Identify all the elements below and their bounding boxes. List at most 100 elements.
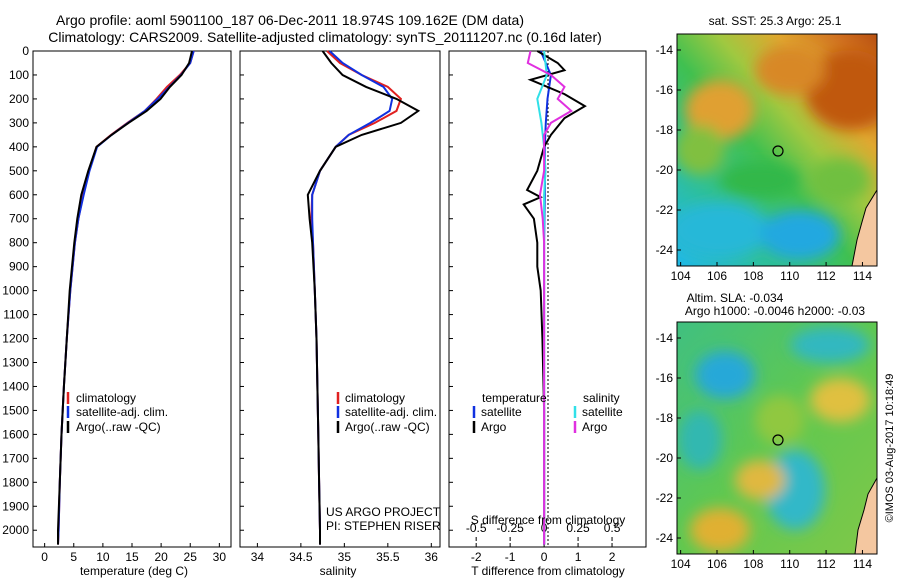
x-tick-label: 0.25 bbox=[566, 521, 590, 535]
depth-tick-label: 1400 bbox=[2, 379, 29, 393]
depth-axis: 0 100 200 300 400 500 600 700 800 900 1000 1100 1200… bbox=[2, 44, 453, 537]
sal-legend-satellite: satellite-adj. clim. bbox=[345, 405, 437, 419]
x-tick-label: 36 bbox=[425, 550, 439, 564]
map-y-tick-label: -20 bbox=[656, 163, 674, 177]
sal-note-pi: PI: STEPHEN RISER bbox=[326, 519, 441, 533]
sal-note-project: US ARGO PROJECT bbox=[326, 505, 441, 519]
sla-map: Altim. SLA: -0.034 Argo h1000: -0.0046 h… bbox=[656, 291, 878, 571]
depth-tick-label: 500 bbox=[9, 164, 29, 178]
diff-legend-title-temperature: temperature bbox=[482, 391, 547, 405]
sst-land bbox=[851, 189, 877, 266]
x-tick-label: -1 bbox=[505, 550, 516, 564]
sst-argo-marker bbox=[772, 145, 784, 157]
map-y-tick-label: -16 bbox=[656, 371, 674, 385]
diff-legend-temp-argo: Argo bbox=[481, 420, 507, 434]
sst-map-frame bbox=[676, 33, 878, 267]
diff-x-label-bottom: T difference from climatology bbox=[471, 564, 625, 578]
sla-map-frame bbox=[676, 321, 878, 555]
depth-tick-label: 600 bbox=[9, 188, 29, 202]
series-line-salinity-argo bbox=[526, 50, 573, 545]
sal-x-axis: 34 34.5 35 35.5 36 bbox=[251, 543, 439, 564]
x-tick-label: -2 bbox=[471, 550, 482, 564]
depth-tick-label: 1600 bbox=[2, 427, 29, 441]
depth-tick-label: 800 bbox=[9, 236, 29, 250]
series-line-satellite-adj-clim bbox=[311, 50, 394, 545]
sst-map: sat. SST: 25.3 Argo: 25.1 -14 -16 -18 -20 -2… bbox=[656, 14, 878, 283]
diff-x-axis-bottom: -2 -1 0 1 2 bbox=[471, 543, 616, 564]
x-tick-label: 0 bbox=[41, 550, 48, 564]
map-x-tick-label: 110 bbox=[780, 557, 799, 571]
map-y-tick-label: -22 bbox=[656, 203, 674, 217]
map-x-tick-label: 106 bbox=[707, 557, 727, 571]
sal-series bbox=[306, 50, 421, 545]
depth-tick-label: 1300 bbox=[2, 355, 29, 369]
sal-legend-argo: Argo(..raw -QC) bbox=[345, 420, 430, 434]
depth-tick-label: 1900 bbox=[2, 499, 29, 513]
x-tick-label: 15 bbox=[125, 550, 139, 564]
depth-tick-label: 700 bbox=[9, 212, 29, 226]
x-tick-label: 0 bbox=[541, 550, 548, 564]
map-x-tick-label: 114 bbox=[853, 269, 872, 283]
map-y-tick-label: -18 bbox=[656, 123, 674, 137]
sst-map-axes: -14 -16 -18 -20 -22 -24 104 106 108 110 112 114 bbox=[656, 43, 873, 283]
x-tick-label: -0.25 bbox=[496, 521, 524, 535]
sla-land bbox=[854, 476, 877, 554]
depth-tick-label: 200 bbox=[9, 92, 29, 106]
sal-panel-frame bbox=[239, 50, 441, 548]
diff-legend-temp-satellite: satellite bbox=[481, 405, 522, 419]
x-tick-label: 20 bbox=[154, 550, 168, 564]
x-tick-label: 5 bbox=[70, 550, 77, 564]
title-line-1: Argo profile: aoml 5901100_187 06-Dec-20… bbox=[56, 12, 524, 28]
map-y-tick-label: -14 bbox=[656, 331, 674, 345]
map-x-tick-label: 112 bbox=[817, 557, 836, 571]
x-tick-label: 34.5 bbox=[289, 550, 313, 564]
x-tick-label: 35.5 bbox=[376, 550, 400, 564]
series-line-argo-raw-qc bbox=[306, 50, 421, 545]
x-tick-label: 1 bbox=[575, 550, 582, 564]
diff-legend-sal-satellite: satellite bbox=[582, 405, 623, 419]
map-y-tick-label: -14 bbox=[656, 43, 674, 57]
depth-tick-label: 1200 bbox=[2, 332, 29, 346]
sal-legend: climatology satellite-adj. clim. Argo(..… bbox=[326, 391, 441, 533]
x-tick-label: 2 bbox=[609, 550, 616, 564]
temp-legend-satellite: satellite-adj. clim. bbox=[76, 405, 168, 419]
map-x-tick-label: 106 bbox=[707, 269, 727, 283]
x-tick-label: 35 bbox=[338, 550, 352, 564]
depth-tick-label: 0 bbox=[22, 44, 29, 58]
x-tick-label: 25 bbox=[184, 550, 198, 564]
diff-series bbox=[522, 50, 587, 545]
map-x-tick-label: 104 bbox=[671, 269, 691, 283]
diff-x-label-top: S difference from climatology bbox=[471, 513, 626, 527]
map-y-tick-label: -16 bbox=[656, 83, 674, 97]
x-tick-label: 10 bbox=[96, 550, 110, 564]
depth-tick-label: 400 bbox=[9, 140, 29, 154]
depth-tick-label: 1500 bbox=[2, 403, 29, 417]
map-x-tick-label: 108 bbox=[743, 557, 763, 571]
sla-map-title-1: Altim. SLA: -0.034 bbox=[687, 291, 784, 305]
diff-legend: temperature salinity satellite Argo sate… bbox=[472, 391, 623, 434]
map-x-tick-label: 108 bbox=[743, 269, 763, 283]
diff-legend-title-salinity: salinity bbox=[583, 391, 620, 405]
temp-legend: climatology satellite-adj. clim. Argo(..… bbox=[66, 391, 168, 434]
map-x-tick-label: 112 bbox=[817, 269, 836, 283]
sla-argo-marker bbox=[772, 434, 784, 446]
x-tick-label: -0.5 bbox=[466, 521, 487, 535]
map-y-tick-label: -24 bbox=[656, 243, 674, 257]
temp-panel-frame bbox=[32, 50, 232, 548]
map-x-tick-label: 114 bbox=[853, 557, 872, 571]
sal-legend-climatology: climatology bbox=[345, 391, 405, 405]
sal-x-label: salinity bbox=[320, 564, 357, 578]
map-y-tick-label: -20 bbox=[656, 451, 674, 465]
depth-tick-label: 300 bbox=[9, 116, 29, 130]
map-y-tick-label: -24 bbox=[656, 531, 674, 545]
credit-label: ©IMOS 03-Aug-2017 10:18:49 bbox=[884, 374, 896, 523]
depth-tick-label: 1800 bbox=[2, 475, 29, 489]
diff-legend-sal-argo: Argo bbox=[582, 420, 608, 434]
x-tick-label: 0.5 bbox=[604, 521, 621, 535]
x-tick-label: 30 bbox=[213, 550, 227, 564]
temp-series bbox=[57, 50, 195, 545]
map-y-tick-label: -18 bbox=[656, 411, 674, 425]
map-x-tick-label: 104 bbox=[671, 557, 691, 571]
x-tick-label: 34 bbox=[251, 550, 265, 564]
temp-x-label: temperature (deg C) bbox=[80, 564, 188, 578]
